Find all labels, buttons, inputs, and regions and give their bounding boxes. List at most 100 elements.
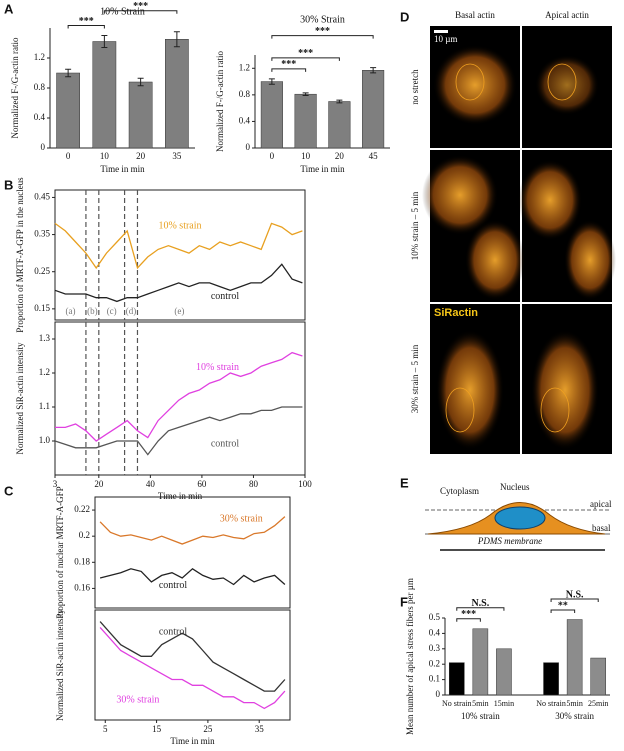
x-axis-label: Time in min xyxy=(300,164,345,174)
bar xyxy=(128,81,153,149)
nucleus xyxy=(455,63,485,101)
nucleus xyxy=(547,63,577,101)
panel-label: F xyxy=(400,594,408,609)
error-bar xyxy=(173,31,180,48)
y-tick-label: 1.2 xyxy=(34,52,45,62)
significance-bracket xyxy=(456,607,505,611)
series-label: control xyxy=(211,439,240,450)
x-tick-label: 5min xyxy=(472,699,488,708)
series-line xyxy=(55,351,303,442)
plot-frame xyxy=(94,496,291,609)
series-line xyxy=(54,222,303,270)
series-label: control xyxy=(159,580,188,591)
cell xyxy=(433,45,517,125)
panel-label: C xyxy=(4,483,14,498)
phase-label: (a) xyxy=(65,306,75,316)
cell xyxy=(564,220,616,300)
y-tick-label: 0.2 xyxy=(79,530,90,540)
x-axis-label: Time in min xyxy=(170,736,215,746)
plot-frame xyxy=(94,609,291,721)
significance-label: *** xyxy=(281,59,296,70)
series-label: 30% strain xyxy=(220,513,263,524)
plot-frame xyxy=(54,189,306,321)
x-tick-label: 5min xyxy=(566,699,582,708)
y-tick-label: 0.4 xyxy=(239,115,251,125)
significance-bracket xyxy=(67,25,105,29)
y-tick-label: 0.4 xyxy=(429,627,441,637)
significance-bracket xyxy=(271,68,307,72)
bar xyxy=(328,101,351,149)
cell xyxy=(535,55,599,115)
y-tick-label: 0.15 xyxy=(34,303,50,313)
stain-label: SiRactin xyxy=(434,307,478,319)
significance-label: *** xyxy=(79,16,94,27)
significance-bracket xyxy=(550,609,576,613)
bar xyxy=(92,41,117,149)
bar xyxy=(566,619,583,696)
bar xyxy=(496,648,512,696)
series-label: 10% strain xyxy=(196,362,239,373)
y-axis-label: Mean number of apical stress fibers per … xyxy=(405,578,415,735)
schematic-label: Cytoplasm xyxy=(440,486,479,496)
error-bar xyxy=(65,68,72,78)
schematic-panel: E Cytoplasm Nucleus apical basal PDMS me… xyxy=(400,475,612,551)
y-tick-label: 0.25 xyxy=(34,266,50,276)
x-tick-label: 0 xyxy=(66,151,71,161)
x-tick-label: 60 xyxy=(197,479,207,489)
error-bar xyxy=(336,99,343,104)
x-tick-label: 0 xyxy=(270,151,275,161)
plot-frame xyxy=(54,321,306,476)
microscopy-panel: D Basal actin Apical actin 10 µm SiRacti… xyxy=(400,9,616,454)
schematic-label: PDMS membrane xyxy=(477,536,542,546)
panel-label: E xyxy=(400,475,409,490)
series-line xyxy=(99,621,286,692)
x-tick-label: 35 xyxy=(255,724,265,734)
y-axis-label: Proportion of nuclear MRTF-A-GFP xyxy=(55,486,65,618)
series-line xyxy=(54,406,303,456)
y-tick-label: 0.18 xyxy=(74,556,90,566)
error-bar xyxy=(302,92,309,97)
series-label: 10% strain xyxy=(158,221,201,232)
y-tick-label: 0.1 xyxy=(429,674,440,684)
panel-label: D xyxy=(400,9,409,24)
phase-label: (b) xyxy=(87,306,98,316)
y-tick-label: 0.45 xyxy=(34,191,50,201)
column-header: Basal actin xyxy=(455,10,495,20)
series-line xyxy=(99,626,286,710)
y-tick-label: 0.8 xyxy=(34,82,46,92)
significance-label: N.S. xyxy=(471,598,489,609)
axis xyxy=(444,618,610,696)
phase-label: (c) xyxy=(107,306,117,316)
significance-bracket xyxy=(456,618,481,622)
significance-label: ** xyxy=(558,600,568,611)
y-tick-label: 0.8 xyxy=(239,89,251,99)
y-tick-label: 0.2 xyxy=(429,658,440,668)
x-tick-label: 3 xyxy=(53,479,58,489)
series-label: control xyxy=(211,291,240,302)
bar xyxy=(294,93,317,149)
significance-bracket xyxy=(550,598,599,602)
bar xyxy=(260,81,283,149)
y-tick-label: 0.35 xyxy=(34,229,50,239)
x-tick-label: 10 xyxy=(100,151,110,161)
x-axis-label: Time in min xyxy=(100,164,145,174)
x-tick-label: 10 xyxy=(301,151,311,161)
scale-bar-label: 10 µm xyxy=(434,34,457,44)
nucleus-shape xyxy=(494,506,546,530)
nucleus xyxy=(540,387,570,433)
y-axis-label: Proportion of MRTF-A-GFP in the nucleus xyxy=(15,177,25,333)
bar xyxy=(590,657,607,696)
error-bar xyxy=(370,67,377,74)
bar xyxy=(448,662,465,696)
series-label: control xyxy=(159,626,188,637)
x-tick-label: No strain xyxy=(442,699,472,708)
y-tick-label: 0 xyxy=(41,142,46,152)
cell xyxy=(518,160,582,240)
y-axis-label: Normalized SiR-actin intensity xyxy=(15,342,25,454)
significance-label: *** xyxy=(315,26,330,37)
scale-bar xyxy=(434,30,448,33)
series-line xyxy=(99,516,286,545)
schematic-label: apical xyxy=(590,499,612,509)
y-tick-label: 0.16 xyxy=(74,582,90,592)
cell xyxy=(465,220,525,300)
